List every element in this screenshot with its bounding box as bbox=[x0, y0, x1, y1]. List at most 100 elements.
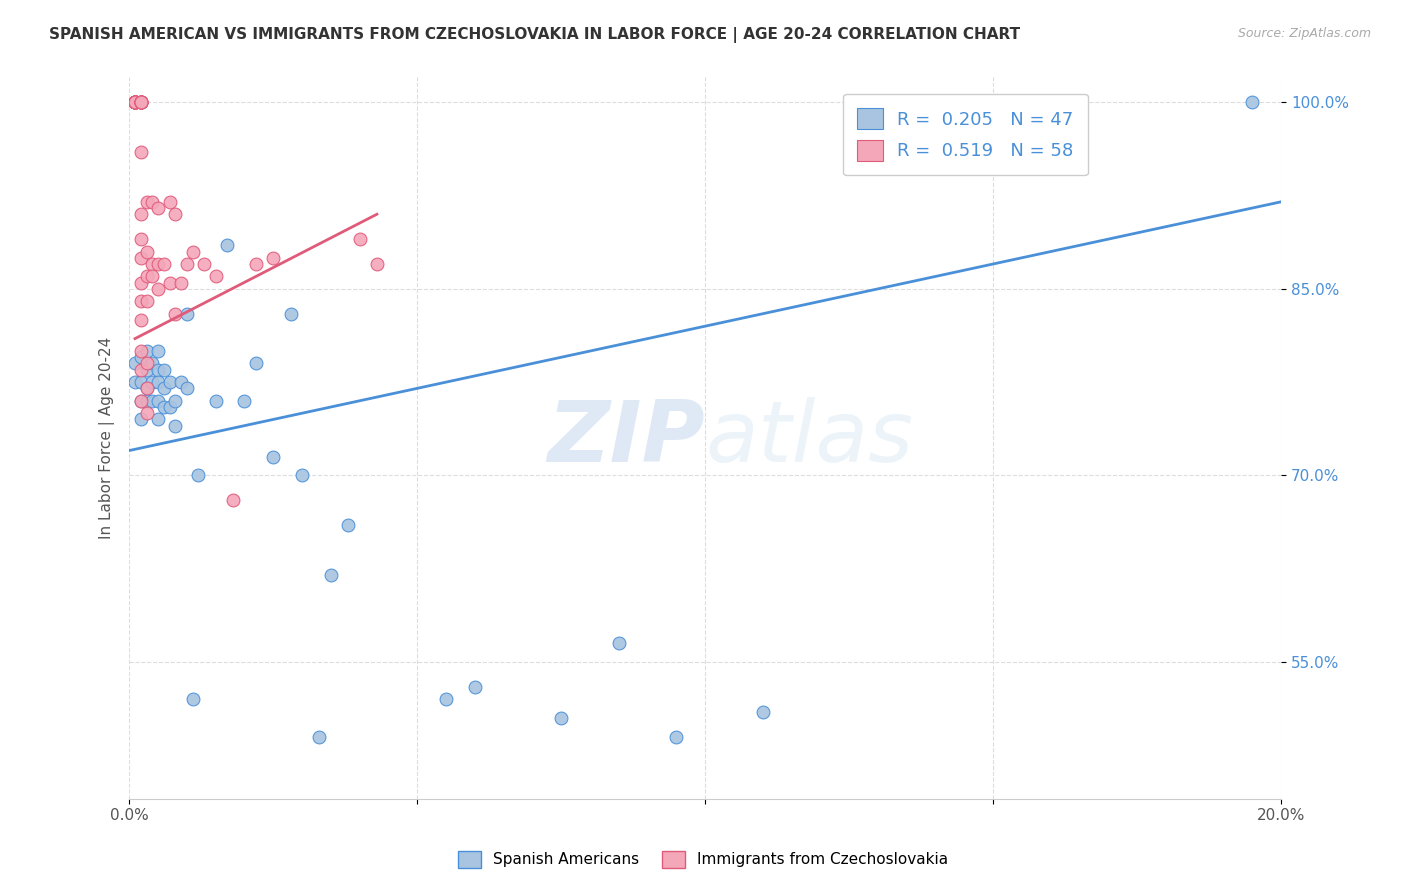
Point bbox=[181, 244, 204, 259]
Text: SPANISH AMERICAN VS IMMIGRANTS FROM CZECHOSLOVAKIA IN LABOR FORCE | AGE 20-24 CO: SPANISH AMERICAN VS IMMIGRANTS FROM CZEC… bbox=[49, 27, 1021, 43]
Point bbox=[233, 393, 256, 408]
Point bbox=[124, 356, 146, 370]
Point bbox=[337, 518, 360, 533]
Point bbox=[129, 375, 152, 389]
Point bbox=[129, 362, 152, 376]
Point bbox=[129, 313, 152, 327]
Point bbox=[165, 207, 187, 221]
Point bbox=[124, 95, 146, 110]
Point bbox=[141, 257, 163, 271]
Point bbox=[366, 257, 388, 271]
Point bbox=[129, 294, 152, 309]
Point bbox=[124, 95, 146, 110]
Point bbox=[135, 294, 157, 309]
Point bbox=[193, 257, 215, 271]
Point bbox=[124, 95, 146, 110]
Point bbox=[146, 375, 169, 389]
Point bbox=[129, 232, 152, 246]
Point bbox=[1241, 95, 1264, 110]
Point bbox=[291, 468, 314, 483]
Point bbox=[170, 276, 193, 290]
Point bbox=[181, 692, 204, 706]
Point bbox=[129, 351, 152, 365]
Point bbox=[607, 636, 630, 650]
Point bbox=[124, 95, 146, 110]
Point bbox=[153, 381, 176, 395]
Point bbox=[135, 344, 157, 359]
Point bbox=[349, 232, 371, 246]
Point bbox=[308, 730, 330, 744]
Point bbox=[129, 95, 152, 110]
Y-axis label: In Labor Force | Age 20-24: In Labor Force | Age 20-24 bbox=[100, 337, 115, 540]
Point bbox=[124, 95, 146, 110]
Point bbox=[665, 730, 688, 744]
Point bbox=[217, 238, 239, 252]
Point bbox=[262, 251, 284, 265]
Point bbox=[146, 362, 169, 376]
Point bbox=[159, 276, 181, 290]
Point bbox=[165, 418, 187, 433]
Point bbox=[129, 207, 152, 221]
Point bbox=[153, 400, 176, 414]
Point bbox=[129, 412, 152, 426]
Point bbox=[176, 257, 198, 271]
Point bbox=[146, 257, 169, 271]
Point bbox=[129, 276, 152, 290]
Point bbox=[176, 381, 198, 395]
Legend: Spanish Americans, Immigrants from Czechoslovakia: Spanish Americans, Immigrants from Czech… bbox=[451, 845, 955, 873]
Point bbox=[129, 251, 152, 265]
Point bbox=[135, 406, 157, 420]
Point bbox=[165, 307, 187, 321]
Point bbox=[319, 568, 342, 582]
Point bbox=[141, 393, 163, 408]
Point bbox=[124, 95, 146, 110]
Point bbox=[129, 95, 152, 110]
Point bbox=[135, 393, 157, 408]
Point bbox=[153, 257, 176, 271]
Text: ZIP: ZIP bbox=[547, 397, 706, 480]
Point bbox=[165, 393, 187, 408]
Point bbox=[176, 307, 198, 321]
Point bbox=[222, 493, 245, 508]
Text: atlas: atlas bbox=[706, 397, 912, 480]
Point bbox=[129, 95, 152, 110]
Point bbox=[124, 95, 146, 110]
Point bbox=[135, 269, 157, 284]
Point bbox=[159, 400, 181, 414]
Point bbox=[153, 362, 176, 376]
Point bbox=[159, 375, 181, 389]
Point bbox=[124, 95, 146, 110]
Point bbox=[280, 307, 302, 321]
Point bbox=[129, 344, 152, 359]
Point bbox=[124, 95, 146, 110]
Point bbox=[464, 680, 486, 694]
Point bbox=[124, 95, 146, 110]
Point bbox=[146, 393, 169, 408]
Point bbox=[159, 194, 181, 209]
Point bbox=[135, 362, 157, 376]
Point bbox=[245, 257, 267, 271]
Point bbox=[129, 145, 152, 159]
Point bbox=[245, 356, 267, 370]
Point bbox=[204, 269, 226, 284]
Point bbox=[146, 412, 169, 426]
Point bbox=[135, 381, 157, 395]
Point bbox=[129, 393, 152, 408]
Point bbox=[141, 194, 163, 209]
Point bbox=[135, 356, 157, 370]
Point bbox=[135, 244, 157, 259]
Point bbox=[129, 95, 152, 110]
Point bbox=[124, 375, 146, 389]
Point bbox=[135, 381, 157, 395]
Point bbox=[752, 705, 775, 719]
Point bbox=[129, 393, 152, 408]
Point bbox=[135, 194, 157, 209]
Point bbox=[124, 95, 146, 110]
Text: Source: ZipAtlas.com: Source: ZipAtlas.com bbox=[1237, 27, 1371, 40]
Point bbox=[170, 375, 193, 389]
Point bbox=[146, 201, 169, 215]
Point bbox=[141, 269, 163, 284]
Point bbox=[204, 393, 226, 408]
Point bbox=[124, 95, 146, 110]
Point bbox=[129, 95, 152, 110]
